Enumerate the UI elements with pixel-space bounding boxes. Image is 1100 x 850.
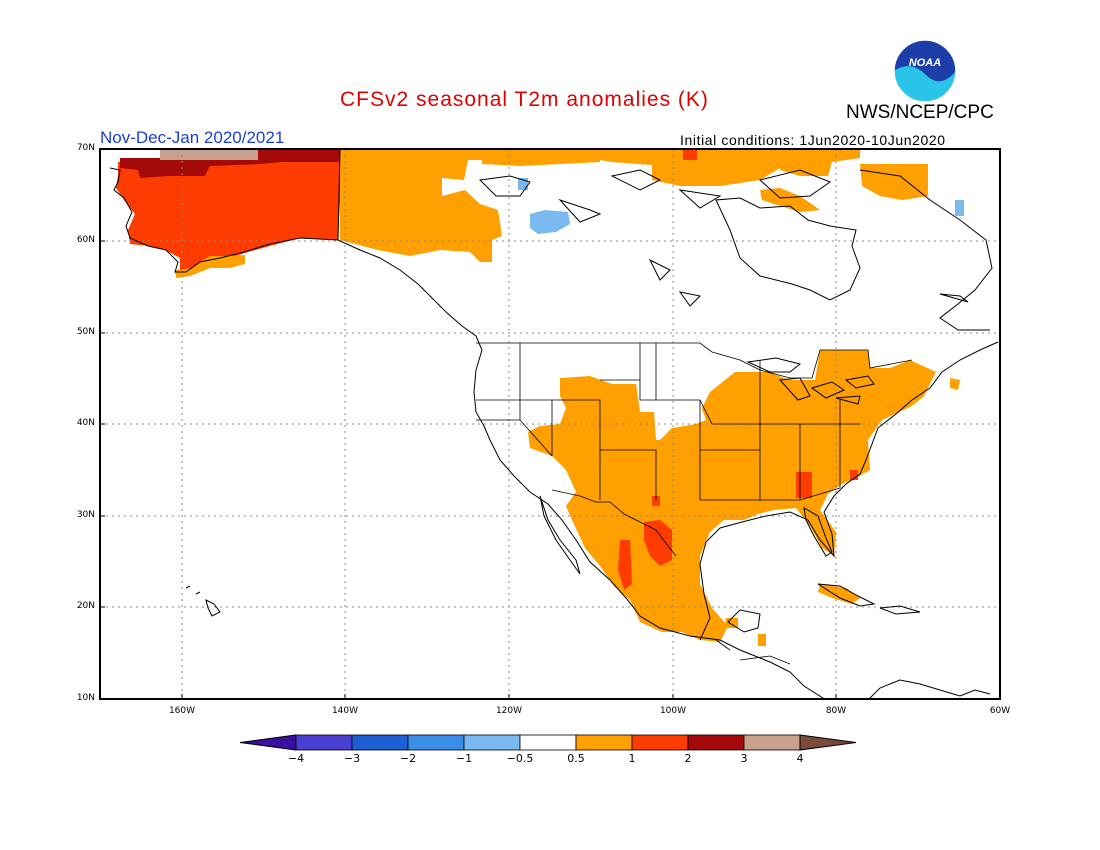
colorbar-swatch xyxy=(295,734,353,751)
lon-label-60w: 60W xyxy=(989,706,1011,716)
lat-label-10n: 10N xyxy=(76,693,95,703)
lon-label-160w: 160W xyxy=(168,706,196,716)
colorbar-label: −1 xyxy=(455,752,473,765)
colorbar-swatch xyxy=(631,734,689,751)
colorbar-swatch xyxy=(407,734,465,751)
map-ticks xyxy=(100,148,837,699)
colorbar-arrow-high xyxy=(799,734,857,751)
anomaly-mexico-highlands xyxy=(618,470,858,590)
anomaly-yukon xyxy=(340,150,502,262)
lat-label-30n: 30N xyxy=(76,510,95,520)
lon-label-140w: 140W xyxy=(331,706,359,716)
coastlines xyxy=(109,149,999,699)
colorbar-swatch xyxy=(743,734,801,751)
colorbar-label: 0.5 xyxy=(567,752,585,765)
chart-title: CFSv2 seasonal T2m anomalies (K) xyxy=(340,88,709,111)
lon-label-100w: 100W xyxy=(659,706,687,716)
colorbar-label: −4 xyxy=(287,752,305,765)
colorbar-label: 3 xyxy=(740,752,748,765)
colorbar-label: −3 xyxy=(343,752,361,765)
colorbar-swatch xyxy=(575,734,633,751)
colorbar-swatch xyxy=(519,734,577,751)
lat-label-20n: 20N xyxy=(76,601,95,611)
colorbar-swatch xyxy=(687,734,745,751)
initial-conditions-label: Initial conditions: 1Jun2020-10Jun2020 xyxy=(680,132,946,148)
lon-label-120w: 120W xyxy=(495,706,523,716)
lat-label-60n: 60N xyxy=(76,235,95,245)
colorbar-label: 2 xyxy=(684,752,692,765)
lat-label-50n: 50N xyxy=(76,327,95,337)
lon-label-80w: 80W xyxy=(825,706,847,716)
anomaly-arctic-islands xyxy=(482,150,928,212)
colorbar-label: −2 xyxy=(399,752,417,765)
colorbar-label: −0.5 xyxy=(506,752,534,765)
colorbar-swatch xyxy=(351,734,409,751)
colorbar-swatch xyxy=(463,734,521,751)
agency-label: NWS/NCEP/CPC xyxy=(846,102,994,123)
colorbar-label: 1 xyxy=(628,752,636,765)
anomaly-extreme-patch xyxy=(160,150,258,160)
political-borders xyxy=(476,342,913,665)
lat-label-40n: 40N xyxy=(76,418,95,428)
map-gridlines xyxy=(100,149,1000,699)
colorbar-arrow-low xyxy=(239,734,297,751)
season-label: Nov-Dec-Jan 2020/2021 xyxy=(100,128,285,147)
colorbar-label: 4 xyxy=(796,752,804,765)
lat-label-70n: 70N xyxy=(76,143,95,153)
